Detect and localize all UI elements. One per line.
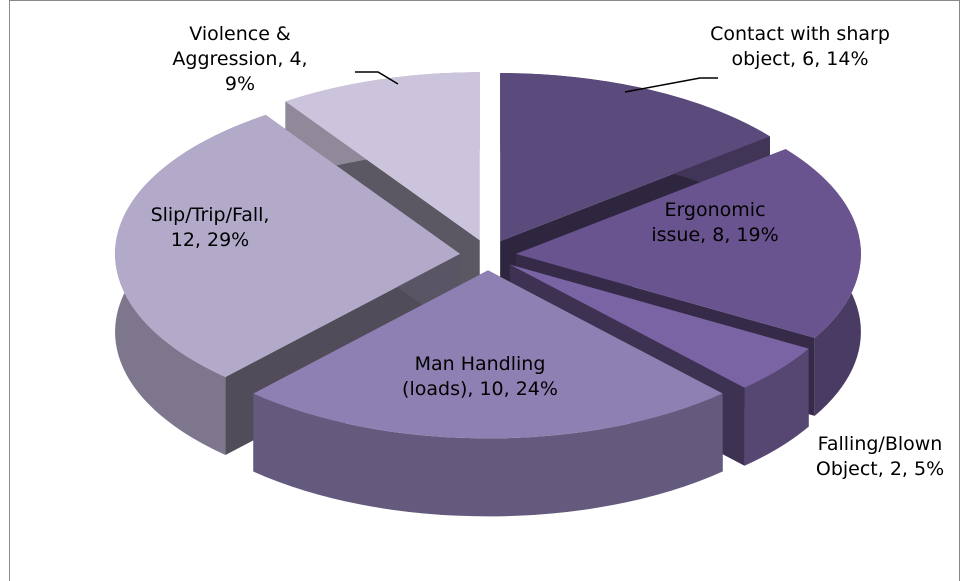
slice: [285, 72, 480, 241]
data-label: Falling/Blown Object, 2, 5%: [815, 433, 945, 480]
data-label: Slip/Trip/Fall, 12, 29%: [150, 204, 270, 251]
slice: [500, 73, 770, 242]
data-label: Man Handling (loads), 10, 24%: [402, 353, 558, 400]
frame: [9, 0, 960, 581]
data-label: Violence & Aggression, 4, 9%: [172, 23, 308, 95]
slice-side: [744, 348, 809, 466]
data-label: Ergonomic issue, 8, 19%: [651, 199, 779, 246]
data-label: Contact with sharp object, 6, 14%: [710, 23, 890, 70]
slice-side: [253, 393, 723, 517]
leader-line: [624, 77, 718, 93]
slice: [115, 115, 461, 378]
slice: [509, 264, 809, 388]
leader-line: [355, 71, 399, 85]
slice: [253, 270, 723, 439]
slice: [515, 149, 861, 338]
